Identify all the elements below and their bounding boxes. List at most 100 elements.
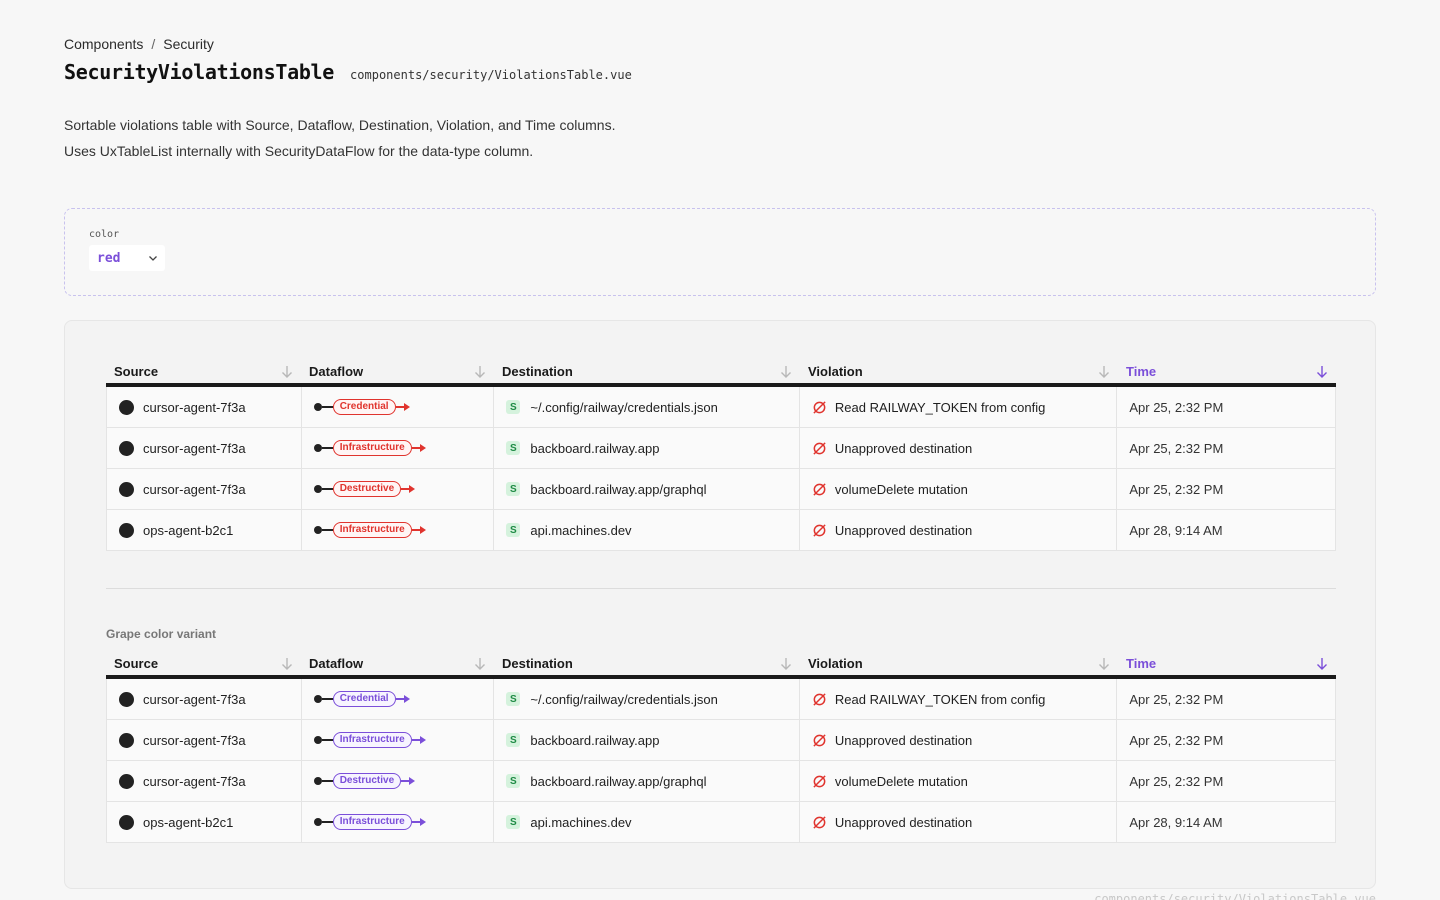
destination-text: backboard.railway.app [530,732,660,748]
arrow-right-icon [419,444,426,452]
flow-line [411,447,420,449]
sort-arrow-icon[interactable] [1316,657,1328,671]
blocked-icon [813,523,826,537]
data-type-pill: Infrastructure [332,522,412,538]
flow-start-icon [313,485,322,493]
flow-line [401,488,410,490]
source-text: cursor-agent-7f3a [143,399,246,415]
column-header-dataflow[interactable]: Dataflow [301,652,494,675]
dataflow-graphic: Infrastructure [313,522,426,538]
arrow-right-icon [419,818,426,826]
destination-type-badge: S [506,482,521,496]
time-text: Apr 25, 2:32 PM [1129,440,1224,456]
controls-panel: color red [64,208,1376,296]
sort-arrow-icon[interactable] [1316,365,1328,379]
destination-type-badge: S [506,692,521,706]
dataflow-cell: Credential [302,387,495,427]
column-header-violation[interactable]: Violation [800,652,1118,675]
column-header-dataflow[interactable]: Dataflow [301,360,494,383]
table-row[interactable]: cursor-agent-7f3a Destructive S backboar… [106,469,1336,510]
table-row[interactable]: cursor-agent-7f3a Credential S ~/.config… [106,679,1336,720]
destination-type-badge: S [506,815,521,829]
flow-line [321,406,333,408]
column-header-time[interactable]: Time [1118,360,1336,383]
blocked-icon [813,482,826,496]
time-cell: Apr 25, 2:32 PM [1117,387,1335,427]
table-row[interactable]: ops-agent-b2c1 Infrastructure S api.mach… [106,510,1336,551]
table-row[interactable]: cursor-agent-7f3a Infrastructure S backb… [106,428,1336,469]
source-text: cursor-agent-7f3a [143,732,246,748]
table-row[interactable]: cursor-agent-7f3a Credential S ~/.config… [106,387,1336,428]
destination-cell: S backboard.railway.app [494,720,800,760]
agent-dot-icon [119,440,134,456]
violation-text: Unapproved destination [834,814,973,830]
column-header-source[interactable]: Source [106,652,301,675]
description-line-1: Sortable violations table with Source, D… [64,117,616,133]
data-type-pill: Infrastructure [332,440,412,456]
destination-cell: S ~/.config/railway/credentials.json [494,679,800,719]
sort-arrow-icon[interactable] [780,365,792,379]
sort-arrow-icon[interactable] [281,365,293,379]
column-header-label: Dataflow [309,656,364,671]
column-header-destination[interactable]: Destination [494,360,800,383]
flow-line [321,698,333,700]
sort-arrow-icon[interactable] [1098,365,1110,379]
data-type-pill: Infrastructure [332,814,412,830]
destination-text: ~/.config/railway/credentials.json [530,399,718,415]
sort-arrow-icon[interactable] [281,657,293,671]
page-title: SecurityViolationsTable [64,60,335,84]
agent-dot-icon [119,522,134,538]
flow-line [321,780,333,782]
violation-cell: Unapproved destination [800,428,1118,468]
breadcrumb: Components / Security [64,36,214,52]
source-text: cursor-agent-7f3a [143,481,246,497]
flow-start-icon [313,403,322,411]
dataflow-cell: Infrastructure [302,510,495,550]
column-header-time[interactable]: Time [1118,652,1336,675]
blocked-icon [813,774,826,788]
time-cell: Apr 25, 2:32 PM [1117,720,1335,760]
dataflow-cell: Infrastructure [302,720,495,760]
sort-arrow-icon[interactable] [780,657,792,671]
column-header-violation[interactable]: Violation [800,360,1118,383]
arrow-right-icon [409,485,416,493]
destination-cell: S backboard.railway.app/graphql [494,469,800,509]
agent-dot-icon [119,773,134,789]
sort-arrow-icon[interactable] [474,657,486,671]
preview-stage: Source Dataflow Destination Violation Ti… [64,320,1376,889]
column-header-destination[interactable]: Destination [494,652,800,675]
agent-dot-icon [119,481,134,497]
sort-arrow-icon[interactable] [474,365,486,379]
sort-arrow-icon[interactable] [1098,657,1110,671]
blocked-icon [813,733,826,747]
agent-dot-icon [119,732,134,748]
destination-text: backboard.railway.app/graphql [530,481,707,497]
source-cell: cursor-agent-7f3a [107,720,302,760]
time-cell: Apr 25, 2:32 PM [1117,469,1335,509]
dataflow-graphic: Credential [313,399,410,415]
source-cell: cursor-agent-7f3a [107,428,302,468]
variant-label: Grape color variant [106,627,217,641]
agent-dot-icon [119,691,134,707]
time-text: Apr 25, 2:32 PM [1129,399,1224,415]
source-cell: cursor-agent-7f3a [107,387,302,427]
title-row: SecurityViolationsTable components/secur… [64,60,632,84]
arrow-right-icon [419,526,426,534]
violation-text: Unapproved destination [834,732,973,748]
violations-table-grape: Source Dataflow Destination Violation Ti… [106,652,1336,843]
breadcrumb-components[interactable]: Components [64,36,144,52]
page-description: Sortable violations table with Source, D… [64,112,615,164]
source-cell: cursor-agent-7f3a [107,761,302,801]
time-cell: Apr 28, 9:14 AM [1117,510,1335,550]
table-row[interactable]: cursor-agent-7f3a Destructive S backboar… [106,761,1336,802]
column-header-source[interactable]: Source [106,360,301,383]
violation-cell: Unapproved destination [800,802,1118,842]
blocked-icon [813,692,826,706]
source-cell: ops-agent-b2c1 [107,510,302,550]
source-text: ops-agent-b2c1 [143,522,234,538]
table-row[interactable]: cursor-agent-7f3a Infrastructure S backb… [106,720,1336,761]
color-select-value: red [97,250,121,266]
table-row[interactable]: ops-agent-b2c1 Infrastructure S api.mach… [106,802,1336,843]
flow-start-icon [313,526,322,534]
color-select[interactable]: red [89,245,165,271]
